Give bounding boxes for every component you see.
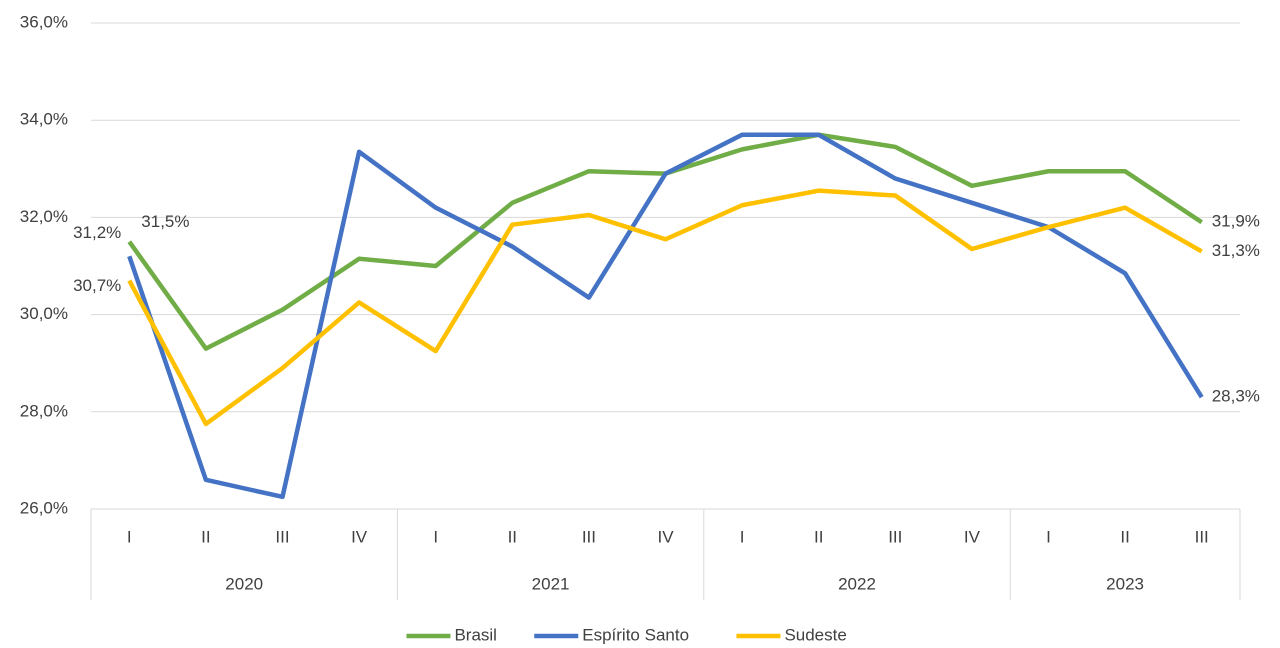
y-tick-label: 36,0% [20,12,68,31]
x-group-label: 2023 [1106,574,1144,593]
x-tick-label: III [275,527,289,546]
data-label: 31,5% [141,212,189,231]
y-tick-label: 30,0% [20,304,68,323]
data-label: 28,3% [1212,387,1260,406]
x-tick-label: II [1120,527,1129,546]
data-label: 31,2% [73,223,121,242]
x-tick-label: IV [351,527,368,546]
series-line [127,132,1204,500]
x-tick-label: III [888,527,902,546]
y-tick-label: 26,0% [20,498,68,517]
x-group-label: 2021 [532,574,570,593]
legend-label: Brasil [454,625,497,644]
series-line [127,188,1203,427]
data-label: 31,3% [1212,241,1260,260]
x-group-label: 2020 [225,574,263,593]
y-tick-label: 34,0% [20,110,68,129]
x-tick-label: II [201,527,210,546]
legend-label: Espírito Santo [582,625,689,644]
x-tick-label: I [740,527,745,546]
x-tick-label: I [127,527,132,546]
x-tick-label: I [1046,527,1051,546]
x-tick-label: III [582,527,596,546]
series-line [127,132,1203,351]
data-label: 31,9% [1212,212,1260,231]
x-tick-label: II [814,527,823,546]
data-label: 30,7% [73,276,121,295]
legend-label: Sudeste [784,625,846,644]
x-tick-label: III [1195,527,1209,546]
x-group-label: 2022 [838,574,876,593]
x-tick-label: II [508,527,517,546]
y-tick-label: 28,0% [20,401,68,420]
y-tick-label: 32,0% [20,207,68,226]
x-tick-label: I [433,527,438,546]
x-tick-label: IV [964,527,981,546]
x-tick-label: IV [657,527,674,546]
